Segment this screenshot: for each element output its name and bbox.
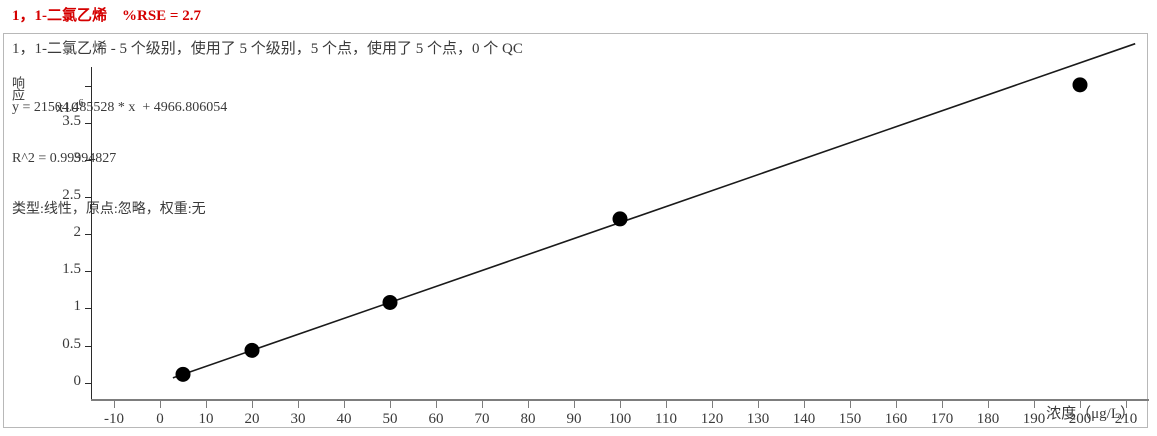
x-axis-tick-label: 140: [792, 411, 816, 427]
data-point[interactable]: [382, 294, 398, 310]
x-axis-tick-label: 200: [1068, 411, 1092, 427]
fit-annotation: y = 21504.485528 * x + 4966.806054 R^2 =…: [12, 65, 227, 252]
x-axis-tick-label: 50: [382, 411, 398, 427]
x-axis-tick-label: 80: [520, 411, 536, 427]
x-axis-tick: [758, 401, 759, 408]
x-axis-tick: [160, 401, 161, 408]
x-axis-tick: [390, 401, 391, 408]
chart-frame: 1，1-二氯乙烯 - 5 个级别，使用了 5 个级别，5 个点，使用了 5 个点…: [3, 33, 1149, 428]
x-axis-tick-label: 160: [884, 411, 908, 427]
y-axis-tick: [85, 345, 91, 347]
y-axis-tick-label: 3: [73, 149, 82, 166]
x-axis-tick: [298, 401, 299, 408]
x-axis-tick: [712, 401, 713, 408]
x-axis-tick-label: 10: [198, 411, 214, 427]
y-axis-tick-label: 1: [73, 298, 82, 315]
data-point[interactable]: [1072, 77, 1088, 93]
x-axis-tick: [896, 401, 897, 408]
fit-r-squared: R^2 = 0.99994827: [12, 151, 117, 166]
x-axis-tick: [1080, 401, 1081, 408]
x-axis-tick: [436, 401, 437, 408]
y-axis-tick-label: 0.5: [62, 335, 81, 352]
y-multiplier-exponent: 6: [78, 98, 84, 109]
y-axis-tick: [85, 159, 91, 161]
x-axis-tick-label: 60: [428, 411, 444, 427]
x-axis-tick: [850, 401, 851, 408]
chart-subtitle: 1，1-二氯乙烯 - 5 个级别，使用了 5 个级别，5 个点，使用了 5 个点…: [12, 41, 523, 57]
x-axis-tick-label: 90: [566, 411, 582, 427]
y-axis-tick: [85, 382, 91, 384]
data-point[interactable]: [244, 342, 260, 358]
y-axis-title: 响应: [10, 76, 25, 100]
y-axis-tick: [85, 196, 91, 198]
x-axis-tick-label: 170: [930, 411, 954, 427]
x-axis-tick-label: 110: [655, 411, 677, 427]
y-axis-tick: [85, 234, 91, 236]
x-axis-tick: [114, 401, 115, 408]
x-axis-tick-label: 40: [336, 411, 352, 427]
x-axis-tick: [482, 401, 483, 408]
x-axis-line: [91, 399, 1149, 401]
x-axis-tick-label: 20: [244, 411, 260, 427]
x-axis-tick-label: 70: [474, 411, 490, 427]
x-axis-tick: [574, 401, 575, 408]
x-axis-tick-label: 130: [746, 411, 770, 427]
x-axis-tick: [1126, 401, 1127, 408]
y-axis-multiplier: x106: [56, 98, 84, 117]
x-axis-tick: [528, 401, 529, 408]
y-axis-tick: [85, 308, 91, 310]
x-axis-tick-label: 190: [1022, 411, 1046, 427]
x-axis-tick-label: 210: [1114, 411, 1138, 427]
x-axis-tick-label: 180: [976, 411, 1000, 427]
y-multiplier-base: x10: [56, 100, 79, 116]
x-axis-tick-label: 150: [838, 411, 862, 427]
y-axis-line: [91, 67, 92, 400]
x-axis-tick: [252, 401, 253, 408]
x-axis-tick-label: 120: [700, 411, 724, 427]
fit-equation: y = 21504.485528 * x + 4966.806054: [12, 100, 228, 115]
x-axis-tick-label: -10: [104, 411, 124, 427]
x-axis-tick: [1034, 401, 1035, 408]
y-axis-tick: [85, 271, 91, 273]
y-axis-tick: [85, 122, 91, 124]
y-axis-tick-label: 2.5: [62, 186, 81, 203]
x-axis-tick: [988, 401, 989, 408]
x-axis-tick: [206, 401, 207, 408]
x-axis-tick: [666, 401, 667, 408]
x-axis-tick: [344, 401, 345, 408]
fit-info: 类型:线性，原点:忽略，权重:无: [12, 202, 206, 217]
x-axis-tick-label: 100: [608, 411, 632, 427]
y-axis-tick-label: 2: [73, 224, 82, 241]
data-point[interactable]: [612, 211, 628, 227]
y-axis-tick-label: 3.5: [62, 112, 81, 129]
page-title: 1，1-二氯乙烯 %RSE = 2.7: [12, 8, 201, 24]
y-axis-tick-label: 1.5: [62, 261, 81, 278]
data-series-layer: [172, 42, 1136, 382]
x-axis-tick: [804, 401, 805, 408]
x-axis-tick-label: 30: [290, 411, 306, 427]
regression-line: [172, 42, 1136, 379]
x-axis-title: 浓度（μg/L）: [1046, 406, 1135, 422]
x-axis-tick: [942, 401, 943, 408]
x-axis-tick: [620, 401, 621, 408]
plot-area: 0 0.5 1 1.5 2 2.5 3 3.5 -10 0 10 20 30 40 50 60 70 80 90 10…: [62, 42, 1149, 427]
x-axis-tick-label: 0: [156, 411, 164, 427]
y-axis-tick-label: 0: [73, 372, 82, 389]
data-point[interactable]: [175, 366, 191, 382]
y-axis-tick: [85, 85, 91, 87]
